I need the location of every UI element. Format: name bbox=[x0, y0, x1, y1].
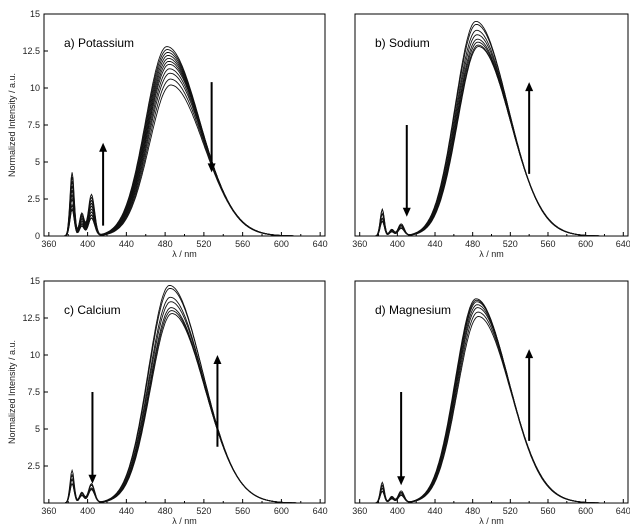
x-axis-label: λ / nm bbox=[172, 249, 197, 259]
y-tick-label: 5 bbox=[35, 424, 40, 434]
x-tick-label: 560 bbox=[235, 239, 250, 249]
trend-arrowhead bbox=[207, 163, 216, 173]
panel-sodium: 360 400 440 480 520 560 600 640 λ / nm b) Sodium bbox=[352, 13, 630, 259]
panel-calcium: 360 400 440 480 520 560 600 640 2.5 5 7.5 10 12.5 15 λ… bbox=[7, 276, 328, 525]
series-group bbox=[359, 20, 626, 236]
trend-arrowhead bbox=[525, 349, 534, 359]
y-axis-label: Normalized Intensity / a.u. bbox=[7, 73, 17, 177]
trend-arrowhead bbox=[397, 476, 406, 486]
y-tick-label: 12.5 bbox=[22, 313, 40, 323]
x-axis-label: λ / nm bbox=[479, 516, 504, 525]
panel-title: c) Calcium bbox=[64, 303, 121, 317]
x-tick-label: 600 bbox=[274, 239, 289, 249]
x-axis-label: λ / nm bbox=[172, 516, 197, 525]
y-tick-label: 2.5 bbox=[27, 194, 40, 204]
x-tick-label: 640 bbox=[313, 239, 328, 249]
x-tick-label: 640 bbox=[616, 506, 630, 516]
spectrum-line bbox=[359, 316, 626, 503]
x-tick-label: 600 bbox=[274, 506, 289, 516]
y-tick-label: 10 bbox=[30, 350, 40, 360]
panel-potassium: 360 400 440 480 520 560 600 640 0 2.5 5 7.5 10 12.5 15… bbox=[7, 9, 328, 259]
spectrum-line bbox=[48, 307, 323, 503]
x-tick-label: 400 bbox=[80, 506, 95, 516]
y-tick-label: 12.5 bbox=[22, 46, 40, 56]
spectrum-line bbox=[48, 313, 323, 503]
x-tick-label: 480 bbox=[158, 506, 173, 516]
y-tick-label: 2.5 bbox=[27, 461, 40, 471]
x-tick-label: 560 bbox=[235, 506, 250, 516]
spectrum-line bbox=[359, 298, 626, 503]
x-tick-label: 480 bbox=[465, 239, 480, 249]
trend-arrowhead bbox=[213, 355, 222, 364]
x-tick-label: 440 bbox=[119, 239, 134, 249]
x-tick-label: 520 bbox=[503, 506, 518, 516]
spectrum-line bbox=[48, 301, 323, 503]
spectrum-line bbox=[359, 311, 626, 503]
series-group bbox=[48, 285, 323, 503]
spectrum-line bbox=[48, 310, 323, 503]
y-tick-label: 5 bbox=[35, 157, 40, 167]
x-tick-label: 600 bbox=[578, 239, 593, 249]
panel-title: b) Sodium bbox=[375, 36, 430, 50]
y-tick-label: 10 bbox=[30, 83, 40, 93]
spectrum-line bbox=[359, 41, 626, 236]
x-tick-label: 360 bbox=[41, 239, 56, 249]
x-tick-label: 520 bbox=[196, 506, 211, 516]
x-tick-label: 520 bbox=[196, 239, 211, 249]
panel-title: a) Potassium bbox=[64, 36, 134, 50]
x-tick-label: 360 bbox=[352, 239, 367, 249]
panel-title: d) Magnesium bbox=[375, 303, 451, 317]
y-tick-label: 7.5 bbox=[27, 387, 40, 397]
series-group bbox=[48, 46, 323, 236]
trend-arrowhead bbox=[99, 142, 108, 152]
x-tick-label: 480 bbox=[158, 239, 173, 249]
y-tick-label: 0 bbox=[35, 231, 40, 241]
x-tick-label: 520 bbox=[503, 239, 518, 249]
trend-arrowhead bbox=[402, 207, 411, 217]
x-tick-label: 640 bbox=[616, 239, 630, 249]
spectrum-line bbox=[359, 44, 626, 236]
x-axis-label: λ / nm bbox=[479, 249, 504, 259]
x-tick-label: 400 bbox=[390, 239, 405, 249]
x-tick-label: 640 bbox=[313, 506, 328, 516]
panel-magnesium: 360 400 440 480 520 560 600 640 λ / nm d) Magnesi… bbox=[352, 280, 630, 525]
spectrum-line bbox=[359, 38, 626, 236]
y-axis-label: Normalized Intensity / a.u. bbox=[7, 340, 17, 444]
spectrum-line bbox=[359, 46, 626, 236]
x-tick-label: 600 bbox=[578, 506, 593, 516]
x-tick-label: 440 bbox=[119, 506, 134, 516]
x-tick-label: 560 bbox=[540, 506, 555, 516]
spectrum-line bbox=[359, 301, 626, 503]
trend-arrowhead bbox=[525, 82, 534, 92]
spectrum-line bbox=[359, 307, 626, 503]
x-tick-label: 360 bbox=[41, 506, 56, 516]
x-tick-label: 400 bbox=[390, 506, 405, 516]
series-group bbox=[359, 298, 626, 503]
x-tick-label: 440 bbox=[428, 239, 443, 249]
x-tick-label: 400 bbox=[80, 239, 95, 249]
x-tick-label: 480 bbox=[465, 506, 480, 516]
trend-arrowhead bbox=[88, 474, 97, 484]
y-tick-label: 15 bbox=[30, 9, 40, 19]
y-tick-label: 7.5 bbox=[27, 120, 40, 130]
x-tick-label: 560 bbox=[540, 239, 555, 249]
x-tick-label: 440 bbox=[428, 506, 443, 516]
y-tick-label: 15 bbox=[30, 276, 40, 286]
spectrum-line bbox=[48, 84, 323, 236]
x-tick-label: 360 bbox=[352, 506, 367, 516]
